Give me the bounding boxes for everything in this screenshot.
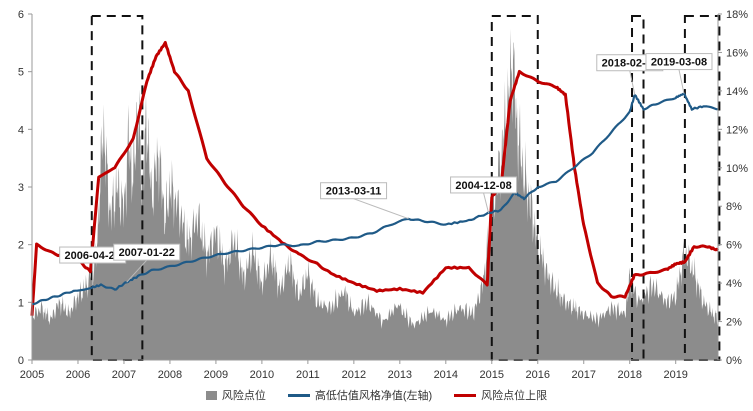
legend-swatch-risk-level (205, 390, 217, 400)
annotation-box (320, 182, 388, 200)
y-right-tick-label: 12% (726, 124, 748, 136)
annotation-label: 2004-12-08 (455, 180, 511, 192)
y-right-tick-label: 16% (726, 47, 748, 59)
x-tick-label: 2019 (663, 369, 687, 381)
y-left-tick-label: 2 (18, 240, 24, 252)
x-tick-label: 2015 (480, 369, 504, 381)
annotation-box (450, 176, 518, 194)
y-right-tick-label: 10% (726, 163, 748, 175)
x-tick-label: 2010 (250, 369, 274, 381)
y-right-tick-label: 8% (726, 201, 742, 213)
y-left-tick-label: 6 (18, 9, 24, 21)
x-tick-label: 2008 (158, 369, 182, 381)
annotation-leader (126, 259, 148, 283)
legend-swatch-value-nav (287, 393, 310, 397)
annotation-leader (353, 198, 409, 220)
y-right-tick-label: 18% (726, 9, 748, 21)
x-tick-label: 2014 (434, 369, 458, 381)
x-tick-label: 2016 (526, 369, 550, 381)
series-line-value-nav (32, 92, 719, 306)
y-right-tick-label: 4% (726, 278, 742, 290)
x-tick-label: 2005 (20, 369, 44, 381)
y-right-tick-label: 6% (726, 240, 742, 252)
x-tick-label: 2011 (296, 369, 320, 381)
legend-label-value-nav: 高低估值风格净值(左轴) (314, 390, 433, 402)
plot-area (32, 28, 718, 360)
y-left-tick-label: 5 (18, 67, 24, 79)
legend-item-risk-upper: 风险点位上限 (454, 387, 547, 403)
y-right-tick-label: 0% (726, 355, 742, 367)
x-tick-label: 2012 (342, 369, 366, 381)
annotation-box (645, 53, 713, 71)
x-tick-label: 2018 (617, 369, 641, 381)
annotation-leader (483, 192, 490, 214)
x-tick-label: 2009 (204, 369, 228, 381)
x-tick-label: 2007 (112, 369, 136, 381)
legend-label-risk-level: 风险点位 (221, 390, 266, 402)
legend: 风险点位 高低估值风格净值(左轴) 风险点位上限 (0, 386, 753, 404)
annotation-leader (678, 69, 685, 94)
y-right-tick-label: 14% (726, 86, 748, 98)
series-area-risk-level (32, 28, 718, 360)
series-line-risk-upper (30, 41, 719, 316)
annotation-label: 2013-03-11 (326, 186, 382, 198)
legend-label-risk-upper: 风险点位上限 (481, 390, 548, 402)
y-right-tick-label: 2% (726, 317, 742, 329)
x-tick-label: 2006 (66, 369, 90, 381)
x-tick-label: 2017 (572, 369, 596, 381)
y-left-tick-label: 0 (18, 355, 24, 367)
annotation-label: 2006-04-28 (65, 250, 121, 262)
y-left-tick-label: 4 (18, 124, 24, 136)
annotation-box (113, 243, 181, 261)
annotation-label: 2018-02-13 (602, 58, 658, 70)
legend-item-value-nav: 高低估值风格净值(左轴) (287, 387, 433, 403)
legend-swatch-risk-upper (454, 393, 477, 397)
axes: 0 1 2 3 4 5 6 0% 2% 4% 6% 8% 10% 12% 14% 16% 18% 2005 2006… (18, 9, 748, 381)
y-left-tick-label: 1 (18, 297, 24, 309)
x-tick-label: 2013 (388, 369, 412, 381)
annotation-leader (629, 70, 636, 95)
annotation-label: 2019-03-08 (651, 57, 707, 69)
annotation-label: 2007-01-22 (119, 247, 175, 259)
y-left-tick-label: 3 (18, 182, 24, 194)
series-lines (30, 41, 719, 316)
highlight-box (90, 15, 144, 361)
legend-item-risk-level: 风险点位 (205, 387, 266, 403)
